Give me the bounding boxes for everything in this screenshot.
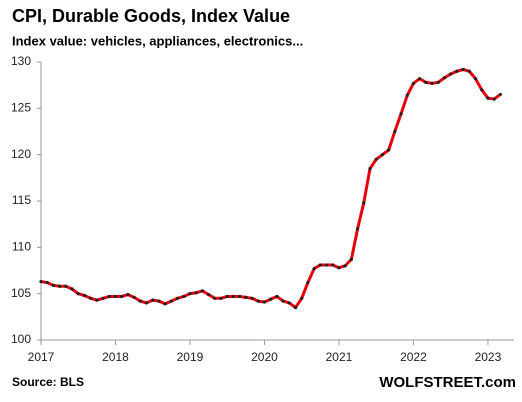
point <box>39 280 43 284</box>
y-tick-label: 120 <box>11 147 31 161</box>
point <box>424 80 428 84</box>
point <box>144 301 149 305</box>
point <box>293 305 298 310</box>
x-tick-label: 2021 <box>326 350 353 364</box>
point <box>188 292 192 296</box>
point <box>126 292 130 297</box>
point <box>355 227 360 231</box>
line <box>40 67 502 310</box>
point <box>138 299 142 303</box>
point <box>45 280 49 285</box>
source: Source: BLS <box>12 375 84 389</box>
chart-title: CPI, Durable Goods, Index Value <box>12 6 290 26</box>
point <box>70 287 74 291</box>
point <box>312 267 316 271</box>
brand: WOLFSTREET.com <box>379 374 516 391</box>
point <box>231 294 236 299</box>
point <box>449 72 453 76</box>
point <box>132 295 136 299</box>
point <box>157 299 161 303</box>
point <box>95 298 99 302</box>
point <box>58 284 62 288</box>
point <box>368 166 372 171</box>
point <box>306 280 310 285</box>
point <box>51 283 56 287</box>
point <box>455 69 459 73</box>
point <box>262 300 267 304</box>
point <box>287 301 291 305</box>
point <box>206 292 211 297</box>
y-tick-label: 125 <box>11 101 31 115</box>
point <box>76 292 80 296</box>
point <box>473 77 478 81</box>
point <box>399 112 403 116</box>
point <box>169 299 173 303</box>
point <box>430 81 434 85</box>
point <box>219 296 223 300</box>
point <box>337 266 341 270</box>
point <box>256 299 260 303</box>
point <box>418 77 422 81</box>
point <box>82 293 87 298</box>
point <box>387 148 391 152</box>
x-tick-label: 2018 <box>102 350 129 364</box>
point <box>107 294 111 299</box>
point <box>318 263 322 267</box>
point <box>269 297 273 301</box>
point <box>393 129 397 134</box>
x-tick-label: 2019 <box>177 350 204 364</box>
y-tick-label: 110 <box>12 240 31 254</box>
point <box>250 296 254 300</box>
x-tick-label: 2020 <box>251 350 278 364</box>
point <box>467 69 471 73</box>
y-tick-label: 105 <box>11 286 31 300</box>
point <box>498 92 502 97</box>
point <box>163 302 167 306</box>
point <box>331 263 335 267</box>
x-tick-label: 2023 <box>475 350 502 364</box>
point <box>492 97 496 101</box>
point <box>175 296 180 300</box>
point <box>411 81 416 85</box>
point <box>238 294 242 299</box>
y-tick-label: 115 <box>12 193 31 207</box>
y-tick-label: 100 <box>11 332 31 346</box>
y-tick-label: 130 <box>11 54 31 68</box>
point <box>343 264 347 268</box>
point <box>281 299 285 303</box>
point <box>113 294 118 299</box>
point <box>374 157 378 161</box>
point <box>480 88 484 92</box>
point <box>275 294 279 299</box>
point <box>151 298 155 302</box>
point <box>213 296 217 300</box>
point <box>380 153 384 157</box>
point <box>244 295 248 299</box>
point <box>349 257 353 261</box>
point <box>194 291 198 295</box>
point <box>324 263 329 267</box>
point <box>300 296 304 300</box>
point <box>225 294 229 299</box>
point <box>120 294 124 299</box>
point <box>101 296 105 300</box>
point <box>200 289 205 293</box>
point <box>436 80 440 84</box>
point <box>461 67 465 72</box>
point <box>89 296 93 300</box>
chart-subtitle: Index value: vehicles, appliances, elect… <box>12 33 303 48</box>
point <box>362 201 366 205</box>
x-tick-label: 2017 <box>28 350 55 364</box>
point <box>442 76 447 80</box>
point <box>182 294 186 299</box>
x-tick-label: 2022 <box>400 350 427 364</box>
point <box>405 93 409 97</box>
point <box>64 284 68 288</box>
point <box>486 96 490 100</box>
